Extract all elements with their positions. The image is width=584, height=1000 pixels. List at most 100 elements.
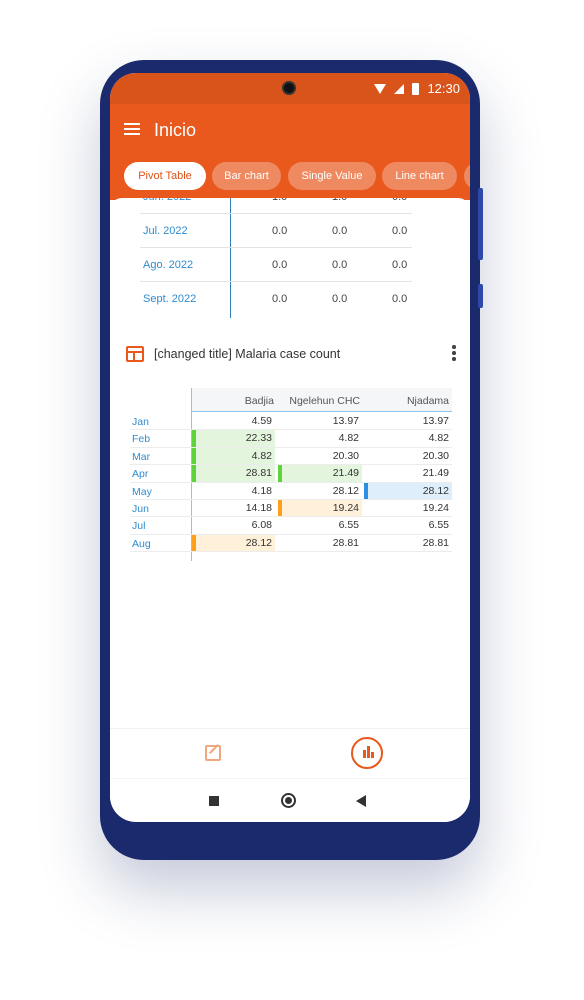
chip-bar-chart[interactable]: Bar chart xyxy=(212,162,281,190)
chip-single-value[interactable]: Single Value xyxy=(288,162,376,190)
table-cell: 14.18 xyxy=(245,502,272,514)
row-label: Jul xyxy=(132,520,146,533)
table-cell: 4.59 xyxy=(251,415,272,427)
bottom-navigation xyxy=(110,728,470,778)
row-label: Ago. 2022 xyxy=(143,259,194,271)
row-divider xyxy=(130,533,452,535)
table-cell: 6.55 xyxy=(428,519,449,532)
table-row: Jul. 2022 0.0 0.0 0.0 xyxy=(140,214,412,248)
table-cell: 19.24 xyxy=(278,500,362,517)
chip-line-chart[interactable]: Line chart xyxy=(382,162,457,190)
table-row: May 4.18 28.12 28.12 xyxy=(130,482,452,500)
table-cell: 21.49 xyxy=(278,465,362,482)
row-divider xyxy=(130,446,452,448)
app-title: Inicio xyxy=(154,120,197,140)
table-row: Jul 6.08 6.55 6.55 xyxy=(130,517,452,535)
signal-icon xyxy=(394,83,405,94)
power-button xyxy=(478,284,483,308)
table-cell: 20.30 xyxy=(422,449,449,462)
table-cell: 4.18 xyxy=(251,484,272,497)
row-label: Jul. 2022 xyxy=(143,225,188,237)
pivot-table: Badjia Ngelehun CHC Njadama Jan 4.59 13.97… xyxy=(130,388,452,561)
table-cell: 4.82 xyxy=(192,447,275,465)
row-divider xyxy=(130,464,452,466)
column-header: Ngelehun CHC xyxy=(289,395,360,407)
row-label: Mar xyxy=(132,450,151,463)
row-label: Apr xyxy=(132,468,149,481)
table-cell: 13.97 xyxy=(422,415,449,427)
row-divider xyxy=(130,429,452,431)
table-row: Ago. 2022 0.0 0.0 0.0 xyxy=(140,248,412,282)
table-row: Jun 14.18 19.24 19.24 xyxy=(130,500,452,518)
column-header: Badjia xyxy=(244,395,274,407)
system-navigation xyxy=(110,778,470,822)
cell-value: 0.0 xyxy=(332,293,348,305)
row-divider xyxy=(130,498,452,500)
row-divider xyxy=(130,481,452,483)
cell-value: 0.0 xyxy=(392,198,407,203)
table-row: Jan 4.59 13.97 13.97 xyxy=(130,413,452,431)
phone-screen: 12:30 Inicio Pivot Table Bar chart Singl… xyxy=(110,73,470,822)
app-bar: Inicio xyxy=(110,104,470,160)
volume-button xyxy=(478,188,483,260)
table-cell: 20.30 xyxy=(332,449,359,462)
back-icon[interactable] xyxy=(356,795,366,807)
chip-more[interactable] xyxy=(464,162,470,190)
table-divider xyxy=(230,198,231,318)
visualization-header: [changed title] Malaria case count xyxy=(126,343,456,365)
table-cell: 4.82 xyxy=(338,432,359,445)
more-options-icon[interactable] xyxy=(452,345,456,363)
recents-icon[interactable] xyxy=(209,796,219,806)
table-cell: 21.49 xyxy=(422,467,449,480)
status-icons: 12:30 xyxy=(374,81,460,96)
status-time: 12:30 xyxy=(427,81,460,96)
cell-value: 0.0 xyxy=(272,293,288,305)
table-cell: 28.12 xyxy=(332,484,359,497)
table-row: Apr 28.81 21.49 21.49 xyxy=(130,465,452,483)
row-label: Jun xyxy=(132,503,149,515)
main-content: Jun. 2022 1.0 1.0 0.0 Jul. 2022 0.0 0.0 … xyxy=(110,198,470,728)
table-cell: 28.12 xyxy=(192,534,275,552)
status-bar: 12:30 xyxy=(110,73,470,104)
table-row: Sept. 2022 0.0 0.0 0.0 xyxy=(140,282,412,316)
table-cell: 28.81 xyxy=(192,465,275,482)
table-cell: 6.08 xyxy=(251,519,272,532)
row-label: Jun. 2022 xyxy=(143,198,191,203)
table-row: Feb 22.33 4.82 4.82 xyxy=(130,430,452,448)
table-cell: 28.81 xyxy=(332,536,359,549)
cell-value: 0.0 xyxy=(272,259,288,271)
cell-value: 1.0 xyxy=(272,198,287,203)
chip-pivot-table[interactable]: Pivot Table xyxy=(124,162,206,190)
edit-icon[interactable] xyxy=(205,745,221,761)
table-cell: 19.24 xyxy=(422,502,449,514)
cell-value: 0.0 xyxy=(392,225,408,237)
table-cell: 4.82 xyxy=(428,432,449,445)
battery-icon xyxy=(412,82,420,95)
wifi-icon xyxy=(374,83,387,94)
row-label: Aug xyxy=(132,537,151,550)
column-header-row xyxy=(192,388,452,412)
cell-value: 1.0 xyxy=(332,198,347,203)
table-row: Aug 28.12 28.81 28.81 xyxy=(130,534,452,553)
cell-value: 0.0 xyxy=(392,259,408,271)
cell-value: 0.0 xyxy=(332,259,348,271)
table-cell: 13.97 xyxy=(332,415,359,427)
table-row: Jun. 2022 1.0 1.0 0.0 xyxy=(140,198,412,214)
table-cell: 28.12 xyxy=(364,482,452,499)
cell-value: 0.0 xyxy=(332,225,348,237)
menu-icon[interactable] xyxy=(124,123,140,135)
table-cell: 28.81 xyxy=(422,536,449,549)
row-label: Sept. 2022 xyxy=(143,293,197,305)
table-cell: 22.33 xyxy=(192,430,275,447)
row-label: Feb xyxy=(132,433,151,446)
row-divider xyxy=(130,551,452,553)
analytics-icon[interactable] xyxy=(351,737,383,769)
pivot-table-icon xyxy=(126,346,144,362)
visualization-chips: Pivot Table Bar chart Single Value Line … xyxy=(110,160,470,200)
front-camera xyxy=(282,81,296,95)
table-row: Mar 4.82 20.30 20.30 xyxy=(130,447,452,466)
top-pivot-table: Jun. 2022 1.0 1.0 0.0 Jul. 2022 0.0 0.0 … xyxy=(140,198,412,316)
column-header: Njadama xyxy=(406,395,449,407)
home-icon[interactable] xyxy=(281,793,296,808)
visualization-title: [changed title] Malaria case count xyxy=(154,347,341,361)
